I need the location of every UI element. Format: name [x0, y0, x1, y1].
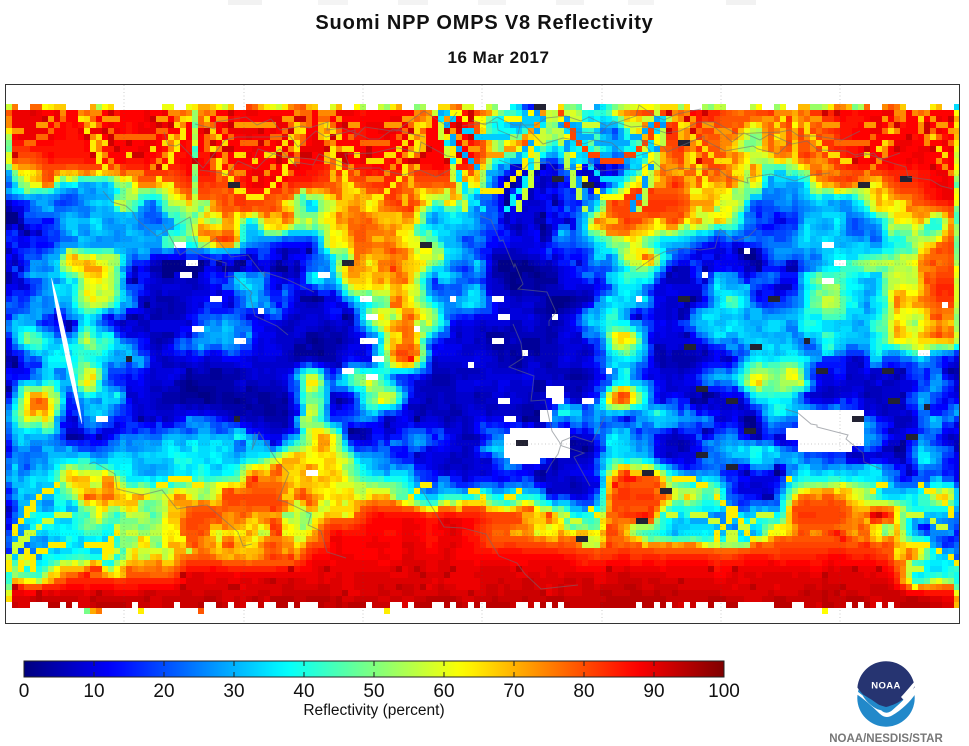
svg-text:10: 10 — [83, 681, 104, 702]
svg-text:NOAA: NOAA — [871, 681, 901, 692]
svg-text:0: 0 — [19, 681, 30, 702]
svg-text:40: 40 — [293, 681, 314, 702]
svg-text:100: 100 — [708, 681, 740, 702]
svg-text:60: 60 — [433, 681, 454, 702]
svg-text:50: 50 — [363, 681, 384, 702]
svg-text:20: 20 — [153, 681, 174, 702]
svg-text:80: 80 — [573, 681, 594, 702]
svg-text:90: 90 — [643, 681, 664, 702]
svg-text:Reflectivity (percent): Reflectivity (percent) — [303, 702, 444, 719]
svg-text:70: 70 — [503, 681, 524, 702]
svg-text:30: 30 — [223, 681, 244, 702]
svg-text:NOAA/NESDIS/STAR: NOAA/NESDIS/STAR — [829, 733, 943, 745]
